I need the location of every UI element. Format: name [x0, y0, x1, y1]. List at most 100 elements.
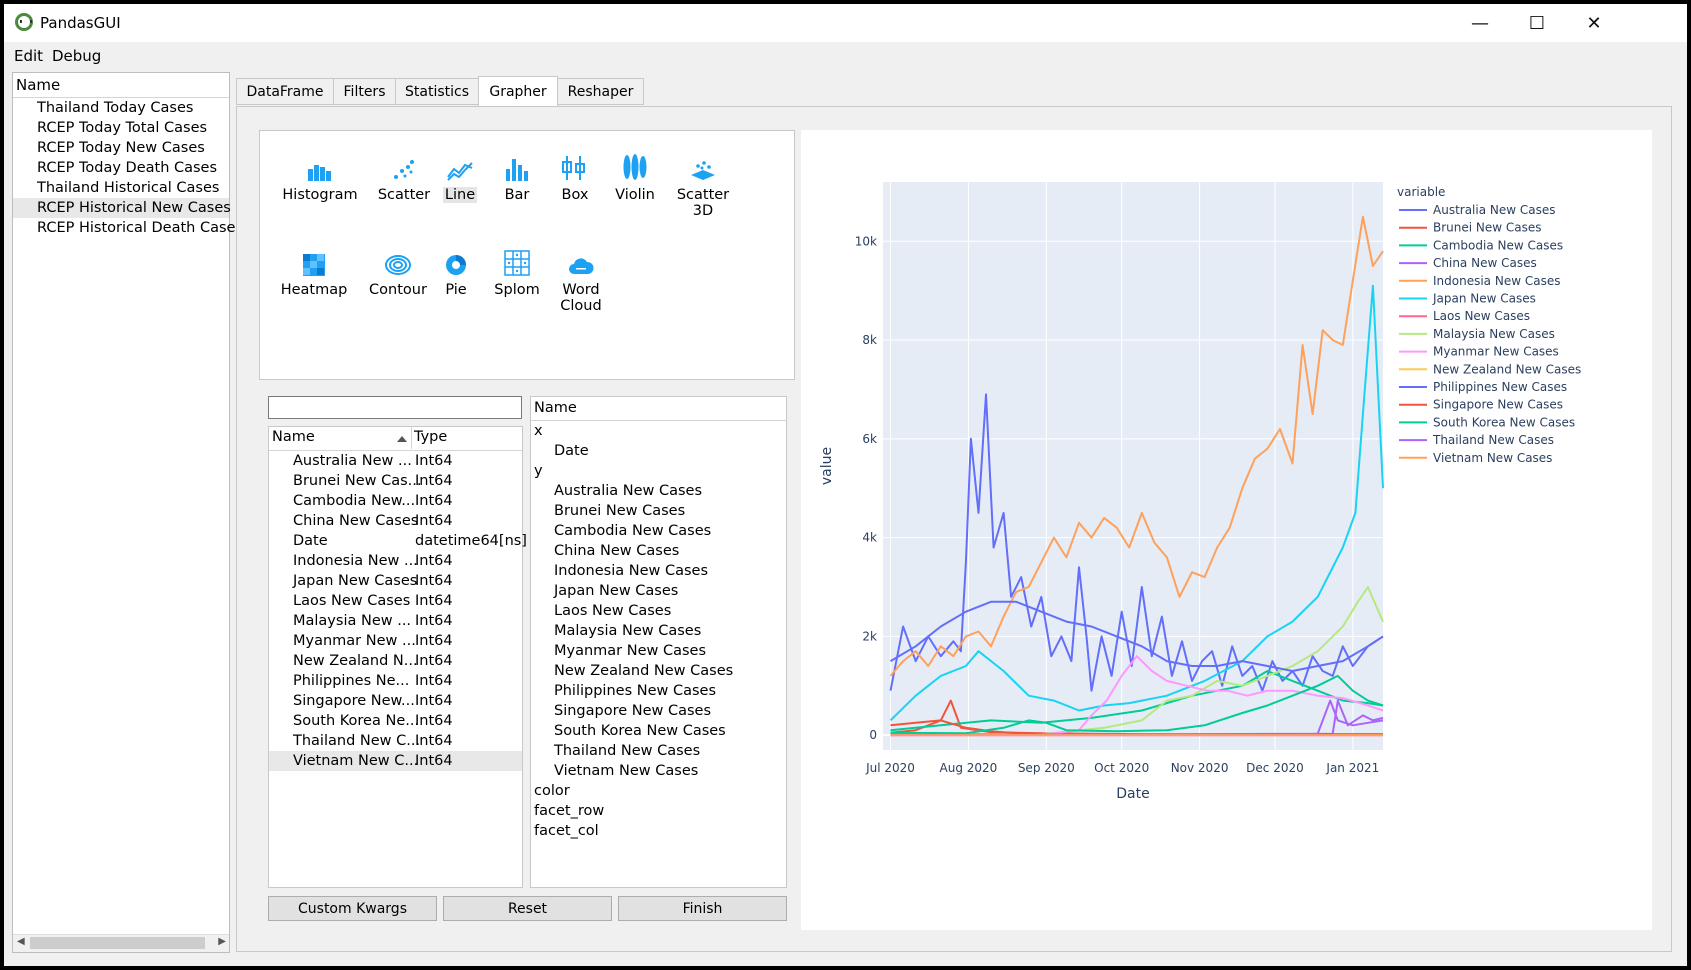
navigator-item[interactable]: RCEP Historical New Cases [13, 198, 231, 218]
kwarg-value[interactable]: Singapore New Cases [554, 703, 712, 719]
column-row[interactable]: Japan New Cases Int64 [269, 571, 522, 591]
column-row[interactable]: Malaysia New ... Int64 [269, 611, 522, 631]
pandas-app-icon [15, 13, 33, 31]
x-tick-label: Dec 2020 [1246, 761, 1304, 775]
chart-type-pie[interactable]: Pie [426, 246, 486, 298]
navigator-item[interactable]: RCEP Today Total Cases [37, 120, 208, 136]
chart-type-histogram[interactable]: Histogram [280, 151, 360, 203]
kwarg-value[interactable]: Thailand New Cases [554, 743, 701, 759]
legend-item: Vietnam New Cases [1433, 451, 1552, 465]
chart-type-label: Line [442, 187, 478, 203]
scroll-right-icon[interactable]: ▶ [218, 936, 226, 947]
legend-item: Thailand New Cases [1432, 433, 1554, 447]
kwarg-slot[interactable]: facet_row [534, 803, 605, 819]
close-button[interactable]: ✕ [1586, 12, 1602, 34]
chart-type-scatter[interactable]: Scatter [364, 151, 444, 203]
kwarg-value[interactable]: South Korea New Cases [554, 723, 726, 739]
column-row[interactable]: Philippines Ne... Int64 [269, 671, 522, 691]
kwarg-value[interactable]: Australia New Cases [554, 483, 703, 499]
tab-filters[interactable]: Filters [333, 78, 396, 105]
menu-debug[interactable]: Debug [52, 47, 102, 65]
column-search-input[interactable] [268, 396, 522, 419]
kwarg-value[interactable]: Philippines New Cases [554, 683, 717, 699]
kwarg-value[interactable]: Indonesia New Cases [554, 563, 709, 579]
column-name: South Korea Ne... [293, 713, 420, 729]
chart-type-bar[interactable]: Bar [487, 151, 547, 203]
kwarg-slot[interactable]: y [534, 463, 543, 479]
navigator-horizontal-scrollbar[interactable]: ◀ ▶ [13, 934, 229, 952]
kwarg-value[interactable]: Malaysia New Cases [554, 623, 702, 639]
line-chart[interactable]: 0 2k 4k 6k 8k 10k Jul 2020 Aug 2020 Sep 2020 Oct … [801, 130, 1652, 930]
y-tick-label: 0 [869, 728, 877, 742]
minimize-button[interactable]: — [1471, 12, 1489, 34]
column-name: Myanmar New ... [293, 633, 416, 649]
kwarg-value[interactable]: Brunei New Cases [554, 503, 686, 519]
reset-button[interactable]: Reset [443, 896, 612, 921]
navigator-item[interactable]: Thailand Today Cases [37, 100, 194, 116]
kwarg-slot[interactable]: color [534, 783, 570, 799]
kwarg-slot[interactable]: x [534, 423, 543, 439]
legend-item: Japan New Cases [1432, 292, 1536, 306]
chart-type-label: Histogram [282, 187, 358, 203]
column-row[interactable]: Thailand New C... Int64 [269, 731, 522, 751]
column-row[interactable]: Laos New Cases Int64 [269, 591, 522, 611]
kwarg-value[interactable]: Vietnam New Cases [554, 763, 699, 779]
chart-type-label: Bar [504, 187, 530, 203]
box-plot-icon [562, 156, 585, 180]
kwarg-value[interactable]: Laos New Cases [554, 603, 672, 619]
tab-dataframe[interactable]: DataFrame [236, 78, 334, 105]
chart-type-scatter-3d[interactable]: Scatter 3D [668, 151, 738, 219]
chart-type-label: Scatter 3D [676, 187, 730, 219]
kwarg-value[interactable]: China New Cases [554, 543, 680, 559]
chart-type-box[interactable]: Box [545, 151, 605, 203]
finish-button[interactable]: Finish [618, 896, 787, 921]
column-row[interactable]: Indonesia New ... Int64 [269, 551, 522, 571]
navigator-item[interactable]: Thailand Historical Cases [37, 180, 220, 196]
column-row[interactable]: Brunei New Cas... Int64 [269, 471, 522, 491]
kwarg-value[interactable]: New Zealand New Cases [554, 663, 734, 679]
scrollbar-thumb[interactable] [30, 937, 205, 949]
tab-statistics[interactable]: Statistics [395, 78, 479, 105]
column-name: Malaysia New ... [293, 613, 412, 629]
menu-edit[interactable]: Edit [14, 47, 44, 65]
column-row[interactable]: South Korea Ne... Int64 [269, 711, 522, 731]
column-row[interactable]: Australia New ... Int64 [269, 451, 522, 471]
column-row[interactable]: Date datetime64[ns] [269, 531, 527, 551]
dragger-header: Name [531, 397, 786, 421]
column-row[interactable]: Vietnam New C... Int64 [269, 751, 522, 771]
chart-type-word-cloud[interactable]: Word Cloud [546, 246, 616, 314]
navigator-item[interactable]: RCEP Today New Cases [37, 140, 205, 156]
navigator-item[interactable]: RCEP Historical Death Cases [37, 220, 244, 236]
column-row[interactable]: Myanmar New ... Int64 [269, 631, 522, 651]
legend-item: Malaysia New Cases [1433, 327, 1555, 341]
kwarg-value[interactable]: Date [554, 443, 589, 459]
kwarg-slot[interactable]: facet_col [534, 823, 599, 839]
chart-type-violin[interactable]: Violin [605, 151, 665, 203]
navigator-item[interactable]: RCEP Today Death Cases [37, 160, 218, 176]
column-name: New Zealand N... [293, 653, 418, 669]
column-row[interactable]: China New Cases Int64 [269, 511, 522, 531]
legend-item: Brunei New Cases [1433, 221, 1542, 235]
chart-type-line[interactable]: Line [430, 151, 490, 203]
navigator-header[interactable]: Name [13, 73, 229, 98]
x-tick-label: Jul 2020 [865, 761, 915, 775]
chart-type-splom[interactable]: Splom [482, 246, 552, 298]
scroll-left-icon[interactable]: ◀ [17, 936, 25, 947]
violin-icon [623, 154, 647, 180]
custom-kwargs-button[interactable]: Custom Kwargs [268, 896, 437, 921]
chart-type-heatmap[interactable]: Heatmap [274, 246, 354, 298]
tab-reshaper[interactable]: Reshaper [557, 78, 644, 105]
tab-grapher[interactable]: Grapher [478, 76, 558, 107]
kwarg-value[interactable]: Japan New Cases [554, 583, 679, 599]
header-type[interactable]: Type [414, 429, 448, 445]
column-row[interactable]: New Zealand N... Int64 [269, 651, 522, 671]
kwarg-value[interactable]: Cambodia New Cases [554, 523, 712, 539]
column-row[interactable]: Cambodia New... Int64 [269, 491, 522, 511]
chart-type-contour[interactable]: Contour [358, 246, 438, 298]
header-name[interactable]: Name [272, 429, 315, 445]
column-row[interactable]: Singapore New... Int64 [269, 691, 522, 711]
column-type: Int64 [415, 613, 453, 629]
kwarg-value[interactable]: Myanmar New Cases [554, 643, 707, 659]
legend-title: variable [1397, 185, 1445, 199]
maximize-button[interactable]: ☐ [1528, 12, 1546, 34]
